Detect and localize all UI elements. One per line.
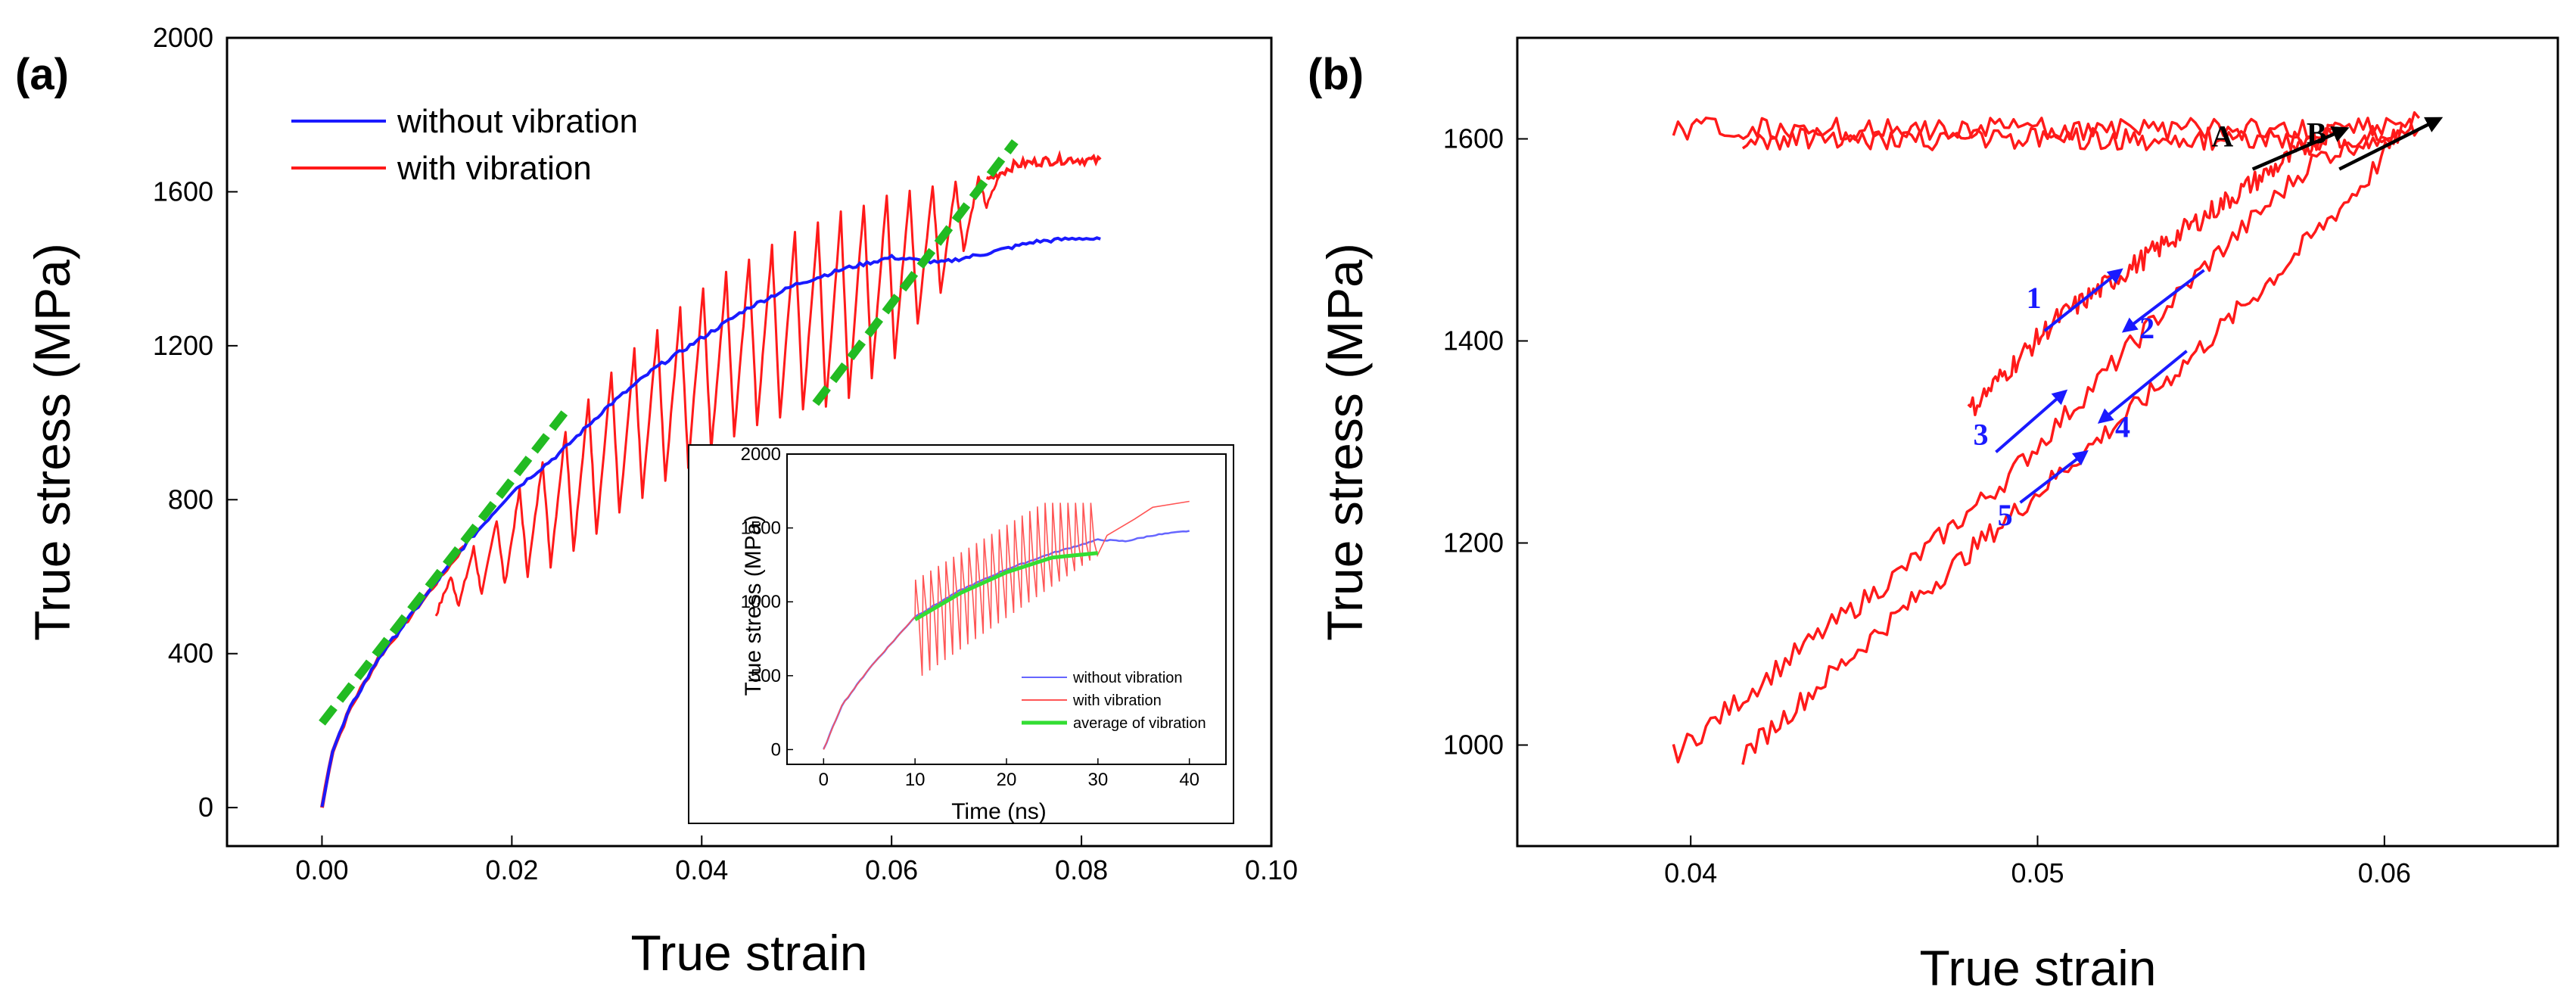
inset-average-line xyxy=(913,551,1099,621)
panel-a-plot-area xyxy=(319,138,1102,808)
b-xtick-label: 0.05 xyxy=(2011,857,2064,888)
annotation-label-3: 3 xyxy=(1974,417,1989,451)
b-ytick-label: 1400 xyxy=(1443,325,1504,356)
inset-ticks: 0 10 20 30 40 0 500 1000 1500 2000 xyxy=(741,444,1227,790)
panel-a-frame xyxy=(226,36,1273,848)
inset-y-axis-label: True stress (MPa) xyxy=(741,515,766,696)
panel-a-x-axis-label: True strain xyxy=(631,925,868,981)
b-ytick-label: 1600 xyxy=(1443,123,1504,154)
inset-legend: without vibration with vibration average… xyxy=(1022,670,1206,732)
inset-xtick-label: 20 xyxy=(997,770,1017,790)
panel-b-annotations: 1 2 3 4 5 A B xyxy=(1974,117,2444,532)
inset-x-axis-label: Time (ns) xyxy=(951,799,1047,824)
a-ytick-label: 1200 xyxy=(153,330,213,361)
inset-xtick-label: 30 xyxy=(1087,770,1108,790)
panel-a-label: (a) xyxy=(15,50,69,99)
a-xtick-label: 0.04 xyxy=(675,854,728,885)
inset-legend-label-with: with vibration xyxy=(1072,692,1162,709)
inset-xtick-label: 0 xyxy=(819,770,829,790)
a-xtick-label: 0.06 xyxy=(865,854,918,885)
annotation-arrow-4 xyxy=(2097,350,2188,424)
inset-ytick-label: 500 xyxy=(751,666,781,686)
annotation-arrow-1 xyxy=(2043,268,2123,332)
with-vibration-early-line xyxy=(320,545,466,808)
panel-a: (a) 0.00 0.02 0.04 0.06 0.08 0.10040080012001… xyxy=(15,22,1298,981)
panel-b-label: (b) xyxy=(1308,50,1364,99)
panel-b-frame xyxy=(1516,36,2559,848)
panel-b-plot-area xyxy=(1672,110,2421,765)
inset-ytick-label: 1000 xyxy=(741,592,781,612)
inset-xtick-label: 10 xyxy=(905,770,926,790)
a-xtick-label: 0.10 xyxy=(1245,854,1298,885)
inset-ytick-label: 0 xyxy=(771,739,781,760)
annotation-arrow-2 xyxy=(2121,269,2205,333)
a-xtick-label: 0.08 xyxy=(1055,854,1108,885)
annotation-arrow-3 xyxy=(1995,389,2068,453)
inset-xtick-label: 40 xyxy=(1179,770,1199,790)
inset-ytick-label: 2000 xyxy=(741,444,781,465)
annotation-label-b: B xyxy=(2307,117,2327,151)
inset-plot-area xyxy=(823,500,1190,750)
annotation-arrow-a xyxy=(2251,126,2350,171)
panel-b-x-axis-label: True strain xyxy=(1920,940,2157,996)
panel-a-legend: without vibration with vibration xyxy=(291,103,638,187)
with-vibration-tail-line xyxy=(985,150,1102,182)
a-ytick-label: 2000 xyxy=(153,22,213,53)
b-ytick-label: 1200 xyxy=(1443,527,1504,559)
inset-ytick-label: 1500 xyxy=(741,518,781,539)
inset-legend-label-average: average of vibration xyxy=(1073,715,1206,732)
panel-a-ticks: 0.00 0.02 0.04 0.06 0.08 0.100400800120016002… xyxy=(153,22,1298,885)
panel-b: (b) 0.04 0.05 0.06 1000 1200 1400 1600 True st… xyxy=(1308,36,2559,996)
panel-b-ticks: 0.04 0.05 0.06 1000 1200 1400 1600 xyxy=(1443,123,2411,889)
legend-label-without-vibration: without vibration xyxy=(397,103,638,140)
annotation-label-4: 4 xyxy=(2115,409,2130,443)
a-ytick-label: 0 xyxy=(198,792,213,823)
annotation-label-a: A xyxy=(2211,120,2233,154)
inset-chart: 0 10 20 30 40 0 500 1000 1500 2000 Time (ns) True… xyxy=(688,444,1234,824)
with-vibration-line xyxy=(434,175,1000,617)
annotation-label-5: 5 xyxy=(1998,498,2013,532)
annotation-label-1: 1 xyxy=(2027,281,2042,315)
annotation-arrow-5 xyxy=(2019,450,2089,504)
a-ytick-label: 1600 xyxy=(153,176,213,207)
a-xtick-label: 0.00 xyxy=(295,854,348,885)
hysteresis-loop-line xyxy=(1741,126,2403,151)
inset-legend-label-without: without vibration xyxy=(1072,670,1183,686)
legend-label-with-vibration: with vibration xyxy=(397,150,592,187)
hysteresis-loop-line xyxy=(1741,124,2403,765)
elastic-slope-guide xyxy=(319,404,572,726)
b-xtick-label: 0.06 xyxy=(2358,857,2411,888)
hysteresis-loop-line xyxy=(1672,110,2421,764)
hysteresis-loop-line xyxy=(1967,123,2333,417)
a-xtick-label: 0.02 xyxy=(485,854,538,885)
annotation-label-2: 2 xyxy=(2139,311,2154,345)
a-ytick-label: 400 xyxy=(168,638,213,669)
b-xtick-label: 0.04 xyxy=(1664,857,1717,888)
a-ytick-label: 800 xyxy=(168,484,213,515)
b-ytick-label: 1000 xyxy=(1443,730,1504,761)
unloading-slope-guide xyxy=(812,138,1019,406)
annotation-arrow-b xyxy=(2338,117,2444,171)
panel-a-y-axis-label: True stress (MPa) xyxy=(24,243,80,641)
panel-b-y-axis-label: True stress (MPa) xyxy=(1317,243,1373,641)
inset-frame xyxy=(688,444,1234,824)
